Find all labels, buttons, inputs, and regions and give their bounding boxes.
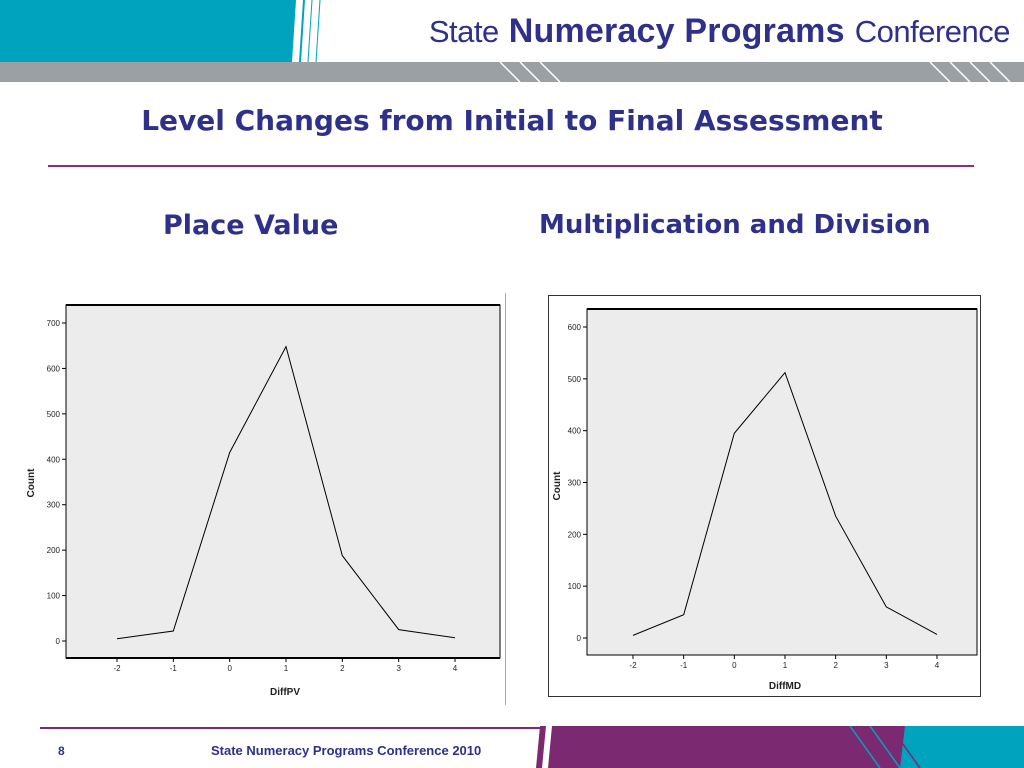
subtitle-multiplication-division: Multiplication and Division — [539, 210, 931, 240]
y-tick-label: 100 — [568, 582, 582, 591]
plot-area — [586, 308, 978, 656]
plot-area — [65, 304, 501, 659]
y-tick-label: 600 — [47, 364, 61, 373]
y-tick-label: 100 — [47, 592, 61, 601]
x-tick-label: 4 — [453, 664, 458, 673]
place-value-chart-svg: 0 100 200 300 400 500 600 700 -2 -1 0 1 2 3 4 Count D… — [26, 304, 501, 698]
x-axis-label: DiffPV — [270, 687, 300, 698]
place-value-chart: 0 100 200 300 400 500 600 700 -2 -1 0 1 2 3 4 Count D… — [22, 293, 506, 705]
y-tick-label: 200 — [568, 530, 582, 539]
multiplication-division-chart: 0 100 200 300 400 500 600 -2 -1 0 1 2 3 4 Count Diff… — [548, 295, 981, 697]
x-tick-label: 4 — [935, 661, 940, 670]
title-divider — [48, 165, 974, 167]
x-tick-label: -2 — [629, 661, 637, 670]
x-tick-label: 3 — [884, 661, 889, 670]
x-tick-label: 0 — [227, 664, 232, 673]
x-tick-label: 1 — [284, 664, 289, 673]
y-tick-label: 0 — [577, 634, 582, 643]
logo-title-main: Numeracy Programs — [508, 12, 845, 50]
subtitle-place-value: Place Value — [163, 210, 339, 241]
logo-title-conference: Conference — [854, 14, 1011, 49]
x-tick-label: 3 — [396, 664, 401, 673]
y-tick-label: 500 — [47, 410, 61, 419]
x-tick-label: 1 — [783, 661, 788, 670]
y-tick-label: 0 — [56, 637, 61, 646]
logo-title-state: State — [428, 14, 499, 49]
y-tick-label: 300 — [568, 479, 582, 488]
y-tick-label: 200 — [47, 546, 61, 555]
x-axis-label: DiffMD — [769, 681, 801, 692]
y-tick-label: 400 — [568, 427, 582, 436]
header-banner-graphic — [0, 0, 1024, 82]
x-tick-label: -1 — [680, 661, 688, 670]
header-banner: State Numeracy Programs Conference — [0, 0, 1024, 82]
footer-graphic — [40, 726, 1024, 768]
footer-bar — [0, 726, 1024, 768]
y-tick-label: 300 — [47, 501, 61, 510]
x-tick-label: 2 — [833, 661, 838, 670]
conference-logo-title: State Numeracy Programs Conference — [428, 12, 1011, 56]
x-tick-label: -2 — [113, 664, 121, 673]
multiplication-division-chart-svg: 0 100 200 300 400 500 600 -2 -1 0 1 2 3 4 Count Diff… — [552, 308, 978, 692]
slide-title: Level Changes from Initial to Final Asse… — [141, 104, 883, 137]
y-tick-label: 500 — [568, 375, 582, 384]
y-tick-label: 700 — [47, 319, 61, 328]
page-number: 8 — [58, 744, 65, 758]
y-tick-label: 400 — [47, 455, 61, 464]
footer-text: State Numeracy Programs Conference 2010 — [211, 743, 482, 758]
y-tick-label: 600 — [568, 323, 582, 332]
x-tick-label: -1 — [170, 664, 178, 673]
y-axis-label: Count — [552, 471, 563, 501]
series-line — [116, 345, 456, 640]
y-axis-label: Count — [26, 468, 37, 498]
series-line — [632, 371, 938, 636]
x-tick-label: 2 — [340, 664, 345, 673]
x-tick-label: 0 — [732, 661, 737, 670]
